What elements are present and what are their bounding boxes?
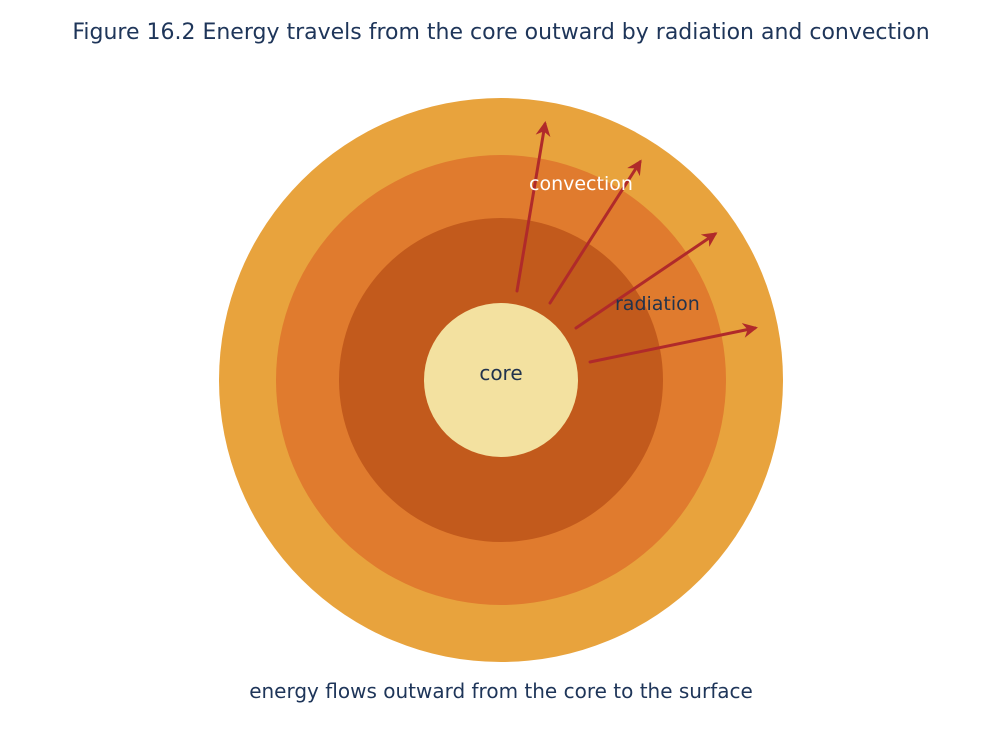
energy-arrow-3 <box>574 232 718 330</box>
core-label: core <box>479 361 522 385</box>
figure-caption: energy flows outward from the core to th… <box>249 679 753 703</box>
core-circle <box>424 303 578 457</box>
convection-label: convection <box>529 173 633 195</box>
radiation-label: radiation <box>615 293 700 315</box>
energy-arrow-4 <box>588 323 758 364</box>
figure-title: Figure 16.2 Energy travels from the core… <box>72 20 929 45</box>
energy-arrow-1 <box>515 121 551 293</box>
energy-arrow-2 <box>548 159 642 305</box>
